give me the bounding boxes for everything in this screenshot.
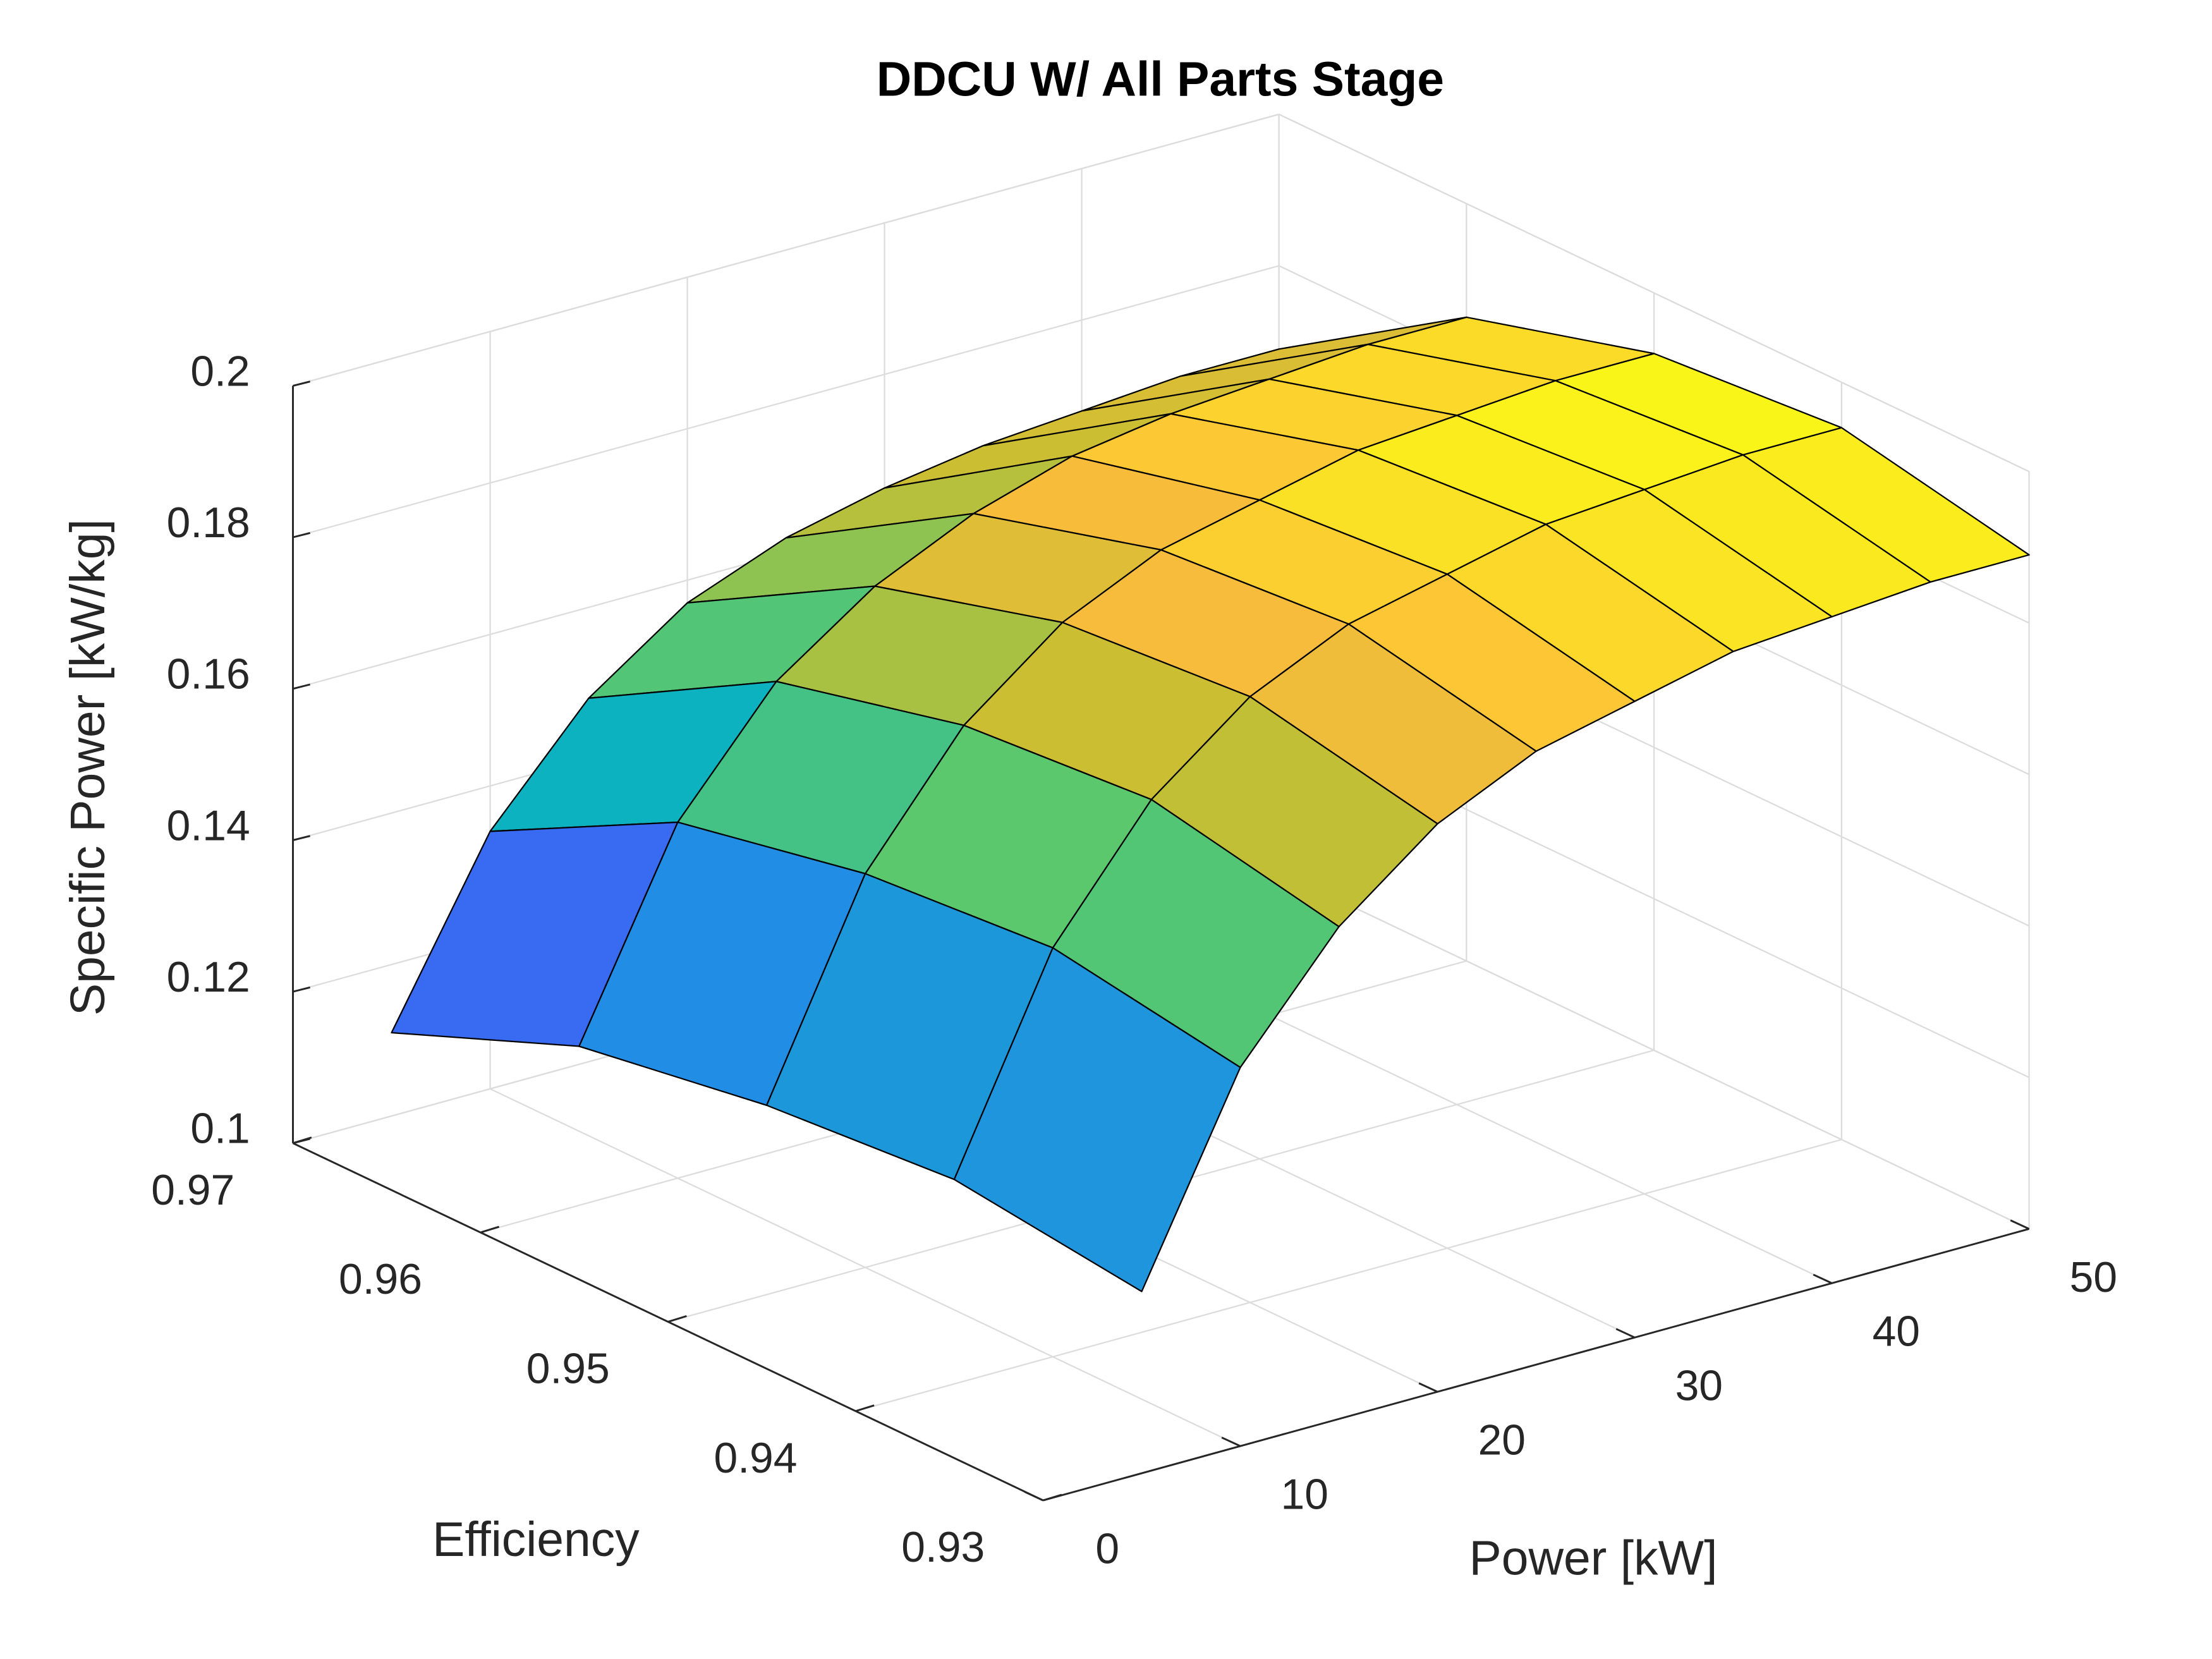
x-tick [1418, 1382, 1438, 1393]
z-tick [293, 835, 310, 841]
x-tick-label: 30 [1675, 1363, 1723, 1410]
grid-line [855, 1139, 1842, 1412]
y-tick [480, 1225, 500, 1234]
x-tick [2010, 1219, 2030, 1230]
box-edge [1279, 113, 2030, 473]
z-tick-label: 0.2 [190, 348, 250, 395]
y-tick-label: 0.93 [901, 1524, 985, 1571]
y-tick [293, 1136, 312, 1145]
z-tick [293, 380, 310, 387]
y-tick-label: 0.94 [714, 1435, 798, 1482]
z-tick-label: 0.16 [167, 651, 250, 698]
z-axis-label: Specific Power [kW/kg] [61, 519, 115, 1016]
box-edge [293, 113, 1279, 387]
axes-group: 0.1 0.12 0.14 0.16 0.18 0.2 0.93 0.94 0.95 0.96 0.… [151, 348, 2117, 1572]
z-tick-label: 0.12 [167, 954, 250, 1001]
y-tick-label: 0.95 [526, 1345, 610, 1392]
z-tick-label: 0.14 [167, 802, 250, 849]
z-tick [293, 683, 310, 690]
x-tick-label: 40 [1873, 1308, 1920, 1356]
x-tick [1615, 1328, 1636, 1339]
y-tick [1043, 1493, 1062, 1502]
x-tick-label: 0 [1095, 1525, 1119, 1572]
x-tick-label: 50 [2070, 1254, 2117, 1301]
y-tick [855, 1404, 875, 1413]
chart-title: DDCU W/ All Parts Stage [877, 52, 1444, 106]
y-tick [667, 1315, 687, 1323]
z-tick [293, 532, 310, 538]
z-tick [293, 986, 310, 993]
y-tick-label: 0.97 [151, 1167, 234, 1214]
labels-group: DDCU W/ All Parts Stage Power [kW] Effic… [61, 52, 1717, 1585]
surface-patch [391, 821, 679, 1047]
z-tick-label: 0.1 [190, 1105, 250, 1153]
x-tick [1221, 1437, 1241, 1447]
grid-line [293, 265, 1279, 538]
y-tick-label: 0.96 [339, 1256, 422, 1303]
x-tick [1024, 1491, 1044, 1502]
grid-line [1279, 871, 2030, 1230]
surface-group [391, 316, 2030, 1292]
x-tick [1813, 1273, 1833, 1284]
z-tick-label: 0.18 [167, 499, 250, 547]
y-axis-label: Efficiency [432, 1512, 640, 1567]
x-axis-label: Power [kW] [1469, 1531, 1718, 1586]
x-tick-label: 10 [1281, 1471, 1328, 1518]
x-tick-label: 20 [1478, 1417, 1526, 1464]
x-axis [1043, 1228, 2029, 1502]
